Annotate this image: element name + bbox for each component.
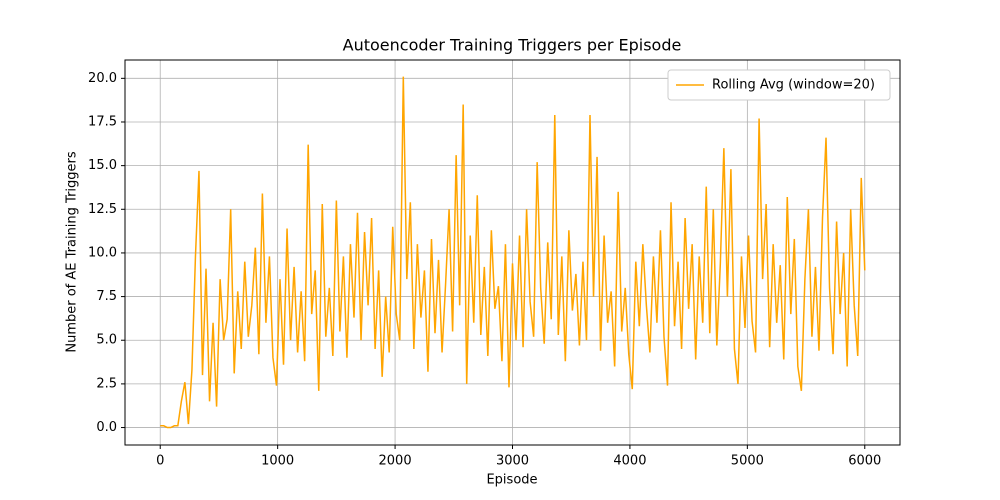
legend-label: Rolling Avg (window=20) xyxy=(712,78,875,93)
plot-frame xyxy=(124,59,901,446)
x-tick-label: 5000 xyxy=(731,454,764,469)
y-tick-label: 12.5 xyxy=(88,202,117,217)
chart-title: Autoencoder Training Triggers per Episod… xyxy=(343,36,682,55)
y-tick-label: 2.5 xyxy=(96,376,117,391)
y-axis-label: Number of AE Training Triggers xyxy=(65,151,80,353)
y-tick-label: 0.0 xyxy=(96,420,117,435)
x-tick-label: 0 xyxy=(156,454,164,469)
y-tick-label: 5.0 xyxy=(96,333,117,348)
y-tick-label: 20.0 xyxy=(88,71,117,86)
y-tick-label: 10.0 xyxy=(88,245,117,260)
y-tick-label: 7.5 xyxy=(96,289,117,304)
x-tick-label: 6000 xyxy=(848,454,881,469)
x-tick-label: 4000 xyxy=(613,454,646,469)
legend-box xyxy=(667,69,891,101)
x-tick-label: 3000 xyxy=(496,454,529,469)
data-line xyxy=(160,76,866,429)
y-tick-label: 17.5 xyxy=(88,114,117,129)
y-tick-label: 15.0 xyxy=(88,158,117,173)
x-tick-label: 1000 xyxy=(261,454,294,469)
x-tick-label: 2000 xyxy=(379,454,412,469)
x-axis-label: Episode xyxy=(486,473,537,488)
